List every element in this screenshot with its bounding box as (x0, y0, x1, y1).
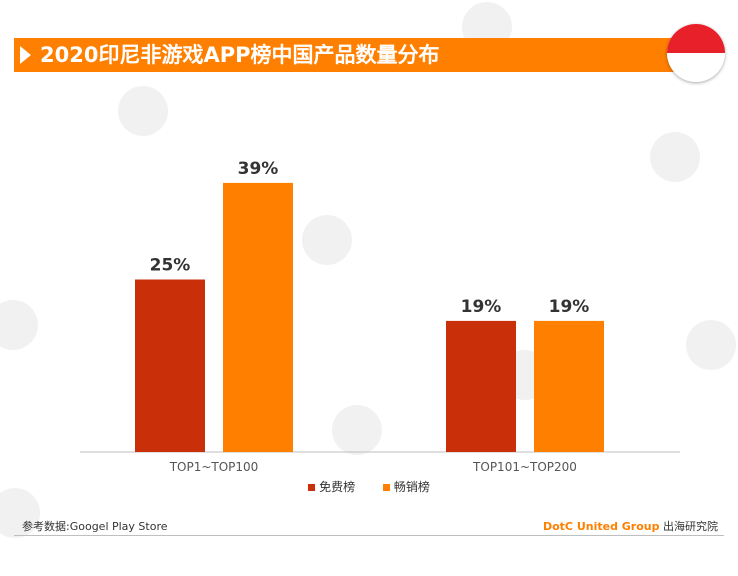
watermark-logo (332, 405, 382, 455)
chart-legend: 免费榜 畅销榜 (0, 478, 738, 495)
watermark-logo (302, 215, 352, 265)
x-tick-label: TOP1~TOP100 (169, 460, 259, 474)
credit-brand: DotC United Group (542, 520, 660, 533)
indonesia-flag-icon (667, 24, 725, 82)
bar-free-2 (446, 320, 516, 452)
page-title: 2020印尼非游戏APP榜中国产品数量分布 (40, 43, 440, 67)
legend-label-grossing: 畅销榜 (393, 480, 430, 494)
legend-label-free: 免费榜 (319, 480, 356, 494)
bar-grossing-2 (534, 320, 604, 452)
legend-swatch-grossing (382, 484, 390, 491)
watermark-logo (118, 86, 168, 136)
watermark-logo (0, 488, 40, 538)
data-label: 39% (238, 159, 279, 179)
legend-swatch-free (308, 484, 316, 491)
source-note: 参考数据:Googel Play Store (22, 520, 168, 533)
legend-item-grossing: 畅销榜 (382, 478, 430, 495)
title-arrow-icon (20, 46, 31, 64)
footer-divider (14, 535, 724, 536)
legend-item-free: 免费榜 (308, 478, 355, 495)
credit-note: DotC United Group 出海研究院 (543, 518, 718, 534)
bar-grossing-1 (223, 182, 293, 452)
flag-white-half (667, 53, 725, 82)
data-label: 25% (150, 256, 191, 276)
bar-free-1 (135, 279, 205, 452)
data-label: 19% (461, 297, 502, 317)
title-bar: 2020印尼非游戏APP榜中国产品数量分布 (14, 38, 704, 72)
flag-red-half (667, 24, 725, 53)
watermark-logo (686, 320, 736, 370)
watermark-logo (650, 132, 700, 182)
x-tick-label: TOP101~TOP200 (472, 460, 577, 474)
credit-org: 出海研究院 (663, 520, 718, 533)
data-label: 19% (549, 297, 590, 317)
